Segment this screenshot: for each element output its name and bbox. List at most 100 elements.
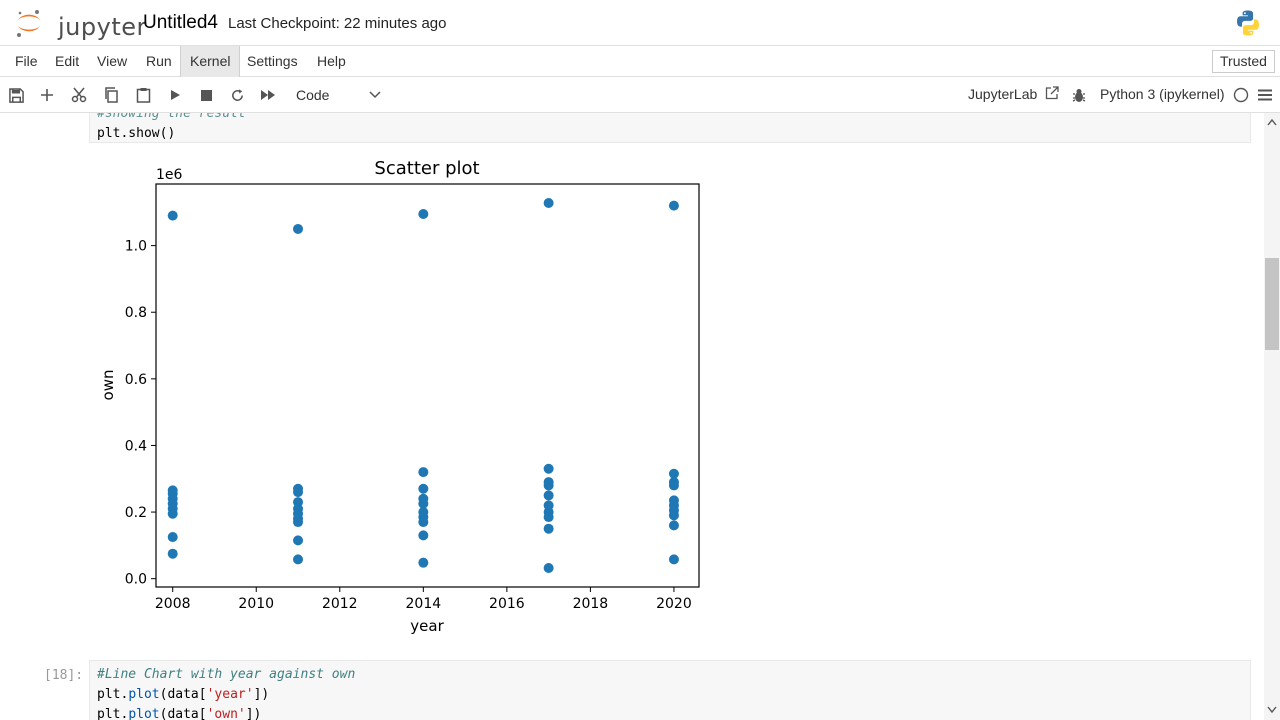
jupyterlab-link[interactable]: JupyterLab [968,86,1059,102]
menu-run[interactable]: Run [146,53,172,69]
scrollbar-thumb[interactable] [1265,258,1279,350]
scatter-point [293,535,304,546]
run-icon[interactable] [165,85,185,105]
x-tick-label: 2014 [406,596,442,612]
y-offset-text: 1e6 [156,167,183,183]
fast-forward-icon[interactable] [258,85,278,105]
scatter-point [668,200,679,211]
y-tick-label: 0.4 [125,438,147,454]
scatter-point [293,517,304,528]
debugger-icon[interactable] [1069,85,1089,105]
copy-icon[interactable] [101,85,121,105]
scatter-point [293,487,304,498]
vertical-scrollbar[interactable] [1264,113,1280,720]
scatter-point [543,512,554,523]
code-cell-18[interactable]: #Line Chart with year against own plt.pl… [89,660,1251,720]
scatter-point [543,523,554,534]
python-logo-icon [1234,9,1262,37]
jupyterlab-label: JupyterLab [968,86,1038,102]
x-axis-label: year [410,617,444,635]
y-tick-label: 0.0 [125,572,147,588]
scatter-plot-chart: Scatter plot 1e6 2008 2010 2012 2014 2016 201… [99,158,700,635]
scroll-down-icon[interactable] [1266,704,1278,716]
scatter-point [167,508,178,519]
menu-bar: File Edit View Run Kernel Settings Help … [0,46,1280,77]
jupyter-logo-icon [17,10,40,37]
menu-help[interactable]: Help [317,53,346,69]
x-tick-label: 2020 [656,596,692,612]
y-tick-label: 0.8 [125,305,147,321]
code-line-comment: #showing the result [97,113,246,121]
scatter-point [668,554,679,565]
scatter-point [543,490,554,501]
y-axis: 0.0 0.2 0.4 0.6 0.8 1.0 [125,239,156,588]
menu-icon[interactable] [1255,85,1275,105]
kernel-name[interactable]: Python 3 (ipykernel) [1100,86,1225,102]
y-tick-label: 1.0 [125,239,147,255]
scatter-point [543,563,554,574]
plot-frame [155,183,700,588]
external-link-icon [1046,86,1059,100]
scatter-point [543,480,554,491]
notebook-title[interactable]: Untitled4 [143,12,218,33]
menu-view[interactable]: View [97,53,128,69]
scatter-point [418,530,429,541]
x-tick-label: 2012 [322,596,358,612]
y-tick-label: 0.6 [125,372,147,388]
chart-title: Scatter plot [374,158,479,179]
scroll-up-icon[interactable] [1266,116,1278,128]
x-tick-label: 2010 [238,596,274,612]
restart-icon[interactable] [227,85,247,105]
logo-text: jupyter [58,13,147,41]
scatter-point [167,548,178,559]
kernel-status-icon [1231,85,1251,105]
top-header: jupyter Untitled4 Last Checkpoint: 22 mi… [0,0,1280,46]
stop-icon[interactable] [196,85,216,105]
code-line-3: plt.plot(data['own']) [97,707,262,720]
scatter-point [293,223,304,234]
scatter-point [668,468,679,479]
add-icon[interactable] [37,85,57,105]
cell-type-select[interactable]: Code [290,83,385,107]
scatter-point [543,463,554,474]
cell-type-value: Code [296,87,330,103]
code-line-show: plt.show() [97,126,176,141]
y-axis-label: own [99,370,117,401]
trusted-indicator[interactable]: Trusted [1212,50,1275,73]
save-icon[interactable] [6,85,26,105]
y-tick-label: 0.2 [125,505,147,521]
menu-kernel[interactable]: Kernel [180,46,241,77]
x-tick-label: 2018 [573,596,609,612]
notebook-toolbar: Code JupyterLab Python 3 (ipykernel) [0,77,1280,113]
scatter-point [543,197,554,208]
scatter-point [418,467,429,478]
code-line-2: plt.plot(data['year']) [97,687,270,702]
code-line-1: #Line Chart with year against own [97,667,356,682]
jupyter-logo[interactable]: jupyter [14,8,146,41]
scatter-point [668,520,679,531]
cell-prompt: [18]: [44,668,84,683]
scatter-point [668,510,679,521]
menu-edit[interactable]: Edit [55,53,80,69]
chevron-down-icon [369,83,381,114]
scatter-point [167,210,178,221]
notebook-panel: #showing the result plt.show() Scatter p… [0,113,1264,720]
paste-icon[interactable] [133,85,153,105]
scatter-point [167,532,178,543]
scatter-point [418,483,429,494]
scatter-point [418,208,429,219]
x-tick-label: 2008 [155,596,191,612]
scatter-point [418,517,429,528]
checkpoint-status: Last Checkpoint: 22 minutes ago [228,15,447,32]
scatter-point [418,498,429,509]
x-tick-label: 2016 [489,596,525,612]
menu-file[interactable]: File [15,53,38,69]
scatter-points [167,197,679,574]
cut-icon[interactable] [69,85,89,105]
code-cell-previous[interactable]: #showing the result plt.show() [89,113,1251,143]
scatter-point [668,480,679,491]
scatter-point [418,557,429,568]
scatter-point [293,554,304,565]
x-axis: 2008 2010 2012 2014 2016 2018 2020 [155,587,692,612]
menu-settings[interactable]: Settings [247,53,298,69]
